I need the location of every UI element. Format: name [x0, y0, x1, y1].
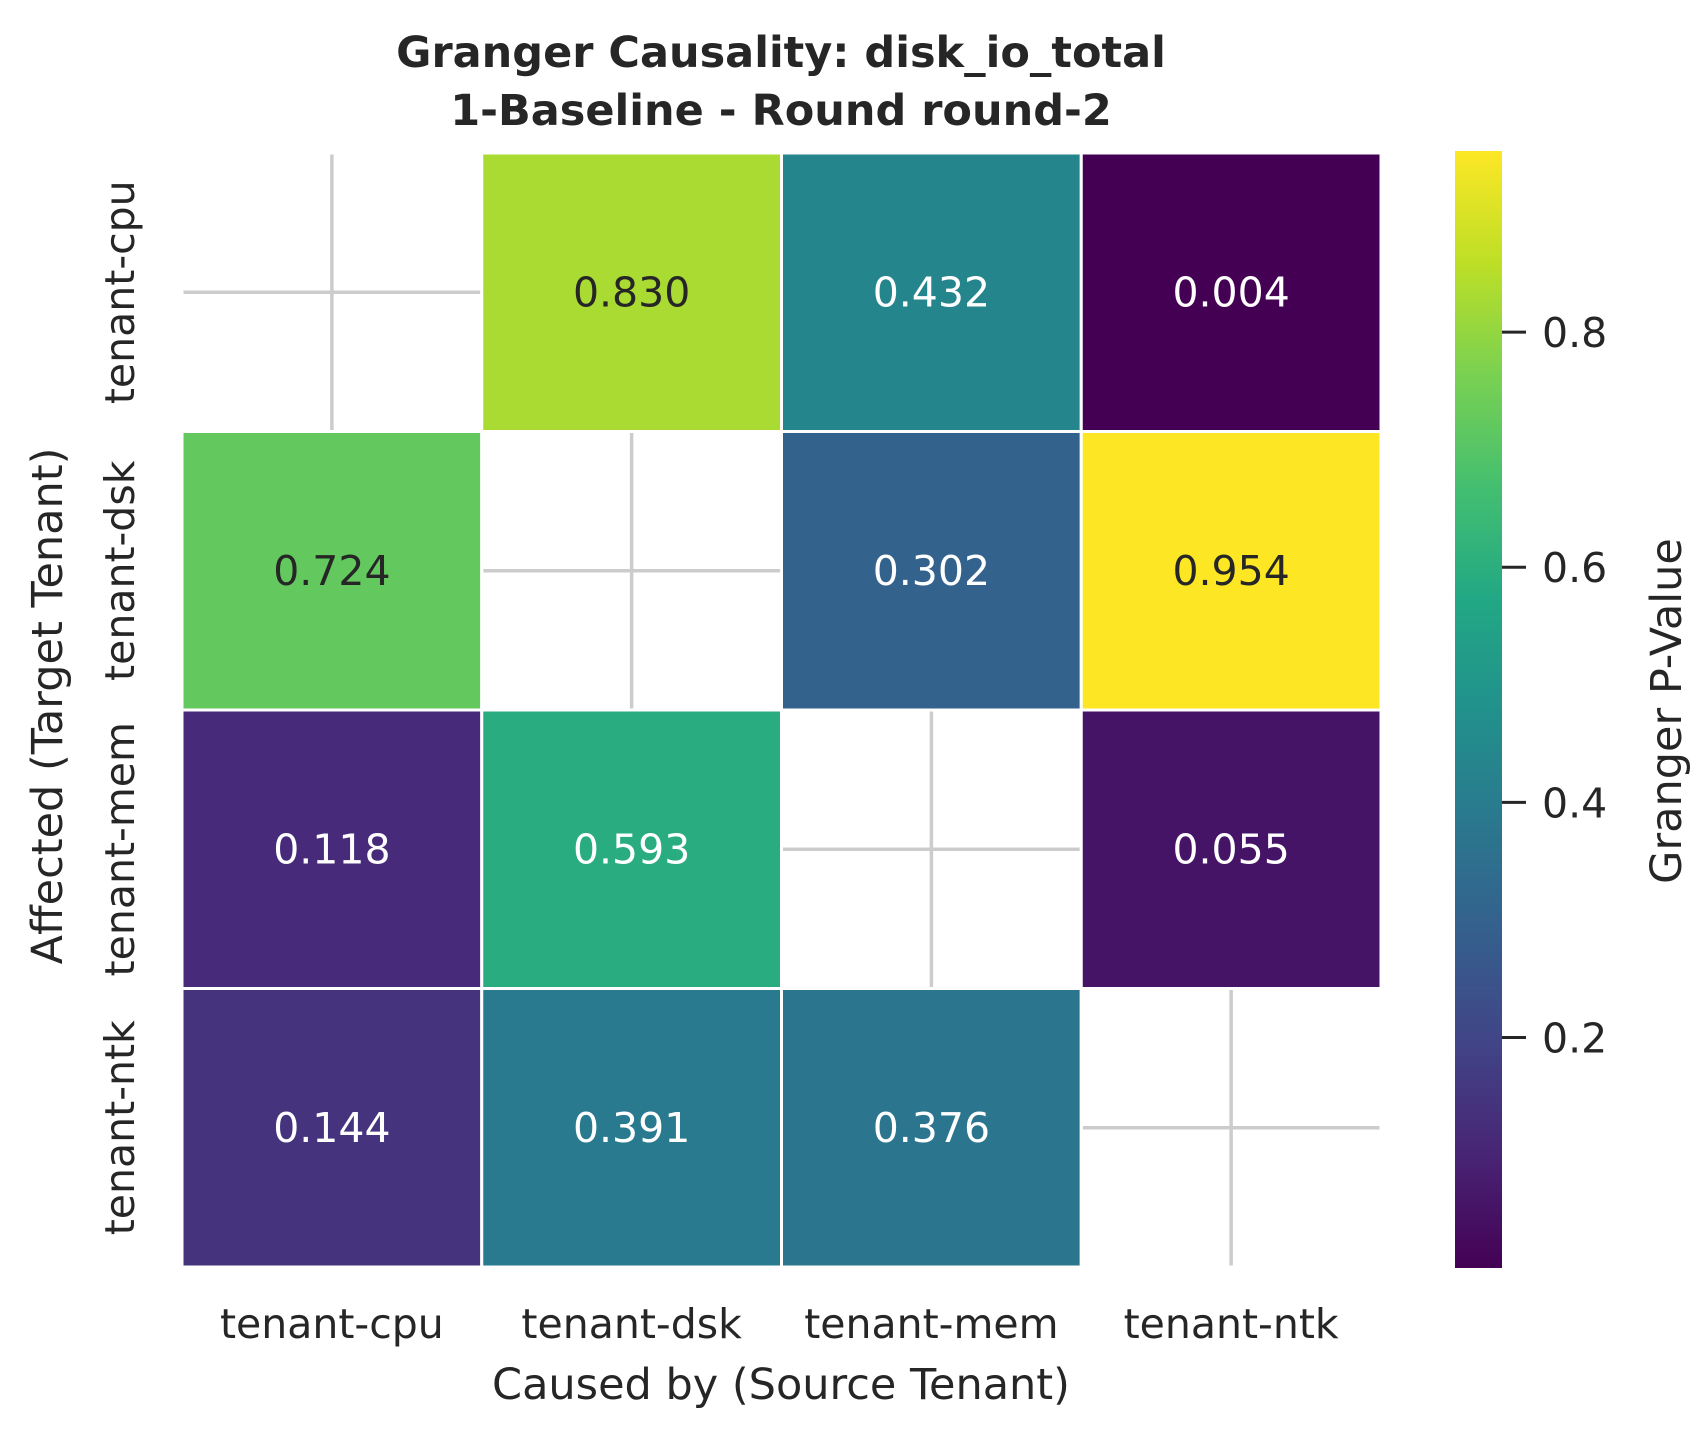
cell-value-label: 0.302	[873, 547, 990, 595]
y-tick-label: tenant-ntk	[96, 1020, 144, 1235]
cell-value-label: 0.144	[273, 1104, 390, 1152]
colorbar: 0.2 0.4 0.6 0.8	[1455, 151, 1607, 1268]
colorbar-tick-label: 0.8	[1542, 309, 1607, 357]
y-tick-label: tenant-cpu	[96, 180, 144, 404]
y-axis-label: Affected (Target Tenant)	[23, 448, 73, 965]
x-axis-label: Caused by (Source Tenant)	[492, 1360, 1070, 1410]
colorbar-tick-label: 0.4	[1542, 779, 1607, 827]
heatmap-cell	[480, 987, 783, 1269]
heatmap-cell	[480, 708, 783, 990]
colorbar-label: Granger P-Value	[1642, 538, 1692, 884]
colorbar-tick-label: 0.6	[1542, 544, 1607, 592]
cell-value-label: 0.593	[573, 825, 690, 873]
heatmap-cell	[780, 151, 1083, 433]
x-tick-label: tenant-ntk	[1124, 1300, 1339, 1348]
cell-value-label: 0.376	[873, 1104, 990, 1152]
colorbar-gradient	[1455, 151, 1502, 1268]
cell-value-label: 0.004	[1172, 268, 1289, 316]
y-tick-label: tenant-dsk	[96, 460, 144, 681]
cell-value-labels: 0.830 0.432 0.004 0.724 0.302 0.954 0.118 0.593…	[273, 268, 1290, 1152]
heatmap-cell	[1079, 708, 1383, 990]
cell-value-label: 0.055	[1172, 825, 1289, 873]
chart-title: Granger Causality: disk_io_total	[396, 28, 1166, 78]
x-tick-labels: tenant-cpu tenant-dsk tenant-mem tenant-ntk	[220, 1300, 1339, 1348]
y-tick-label: tenant-mem	[96, 722, 144, 976]
cell-value-label: 0.954	[1172, 547, 1289, 595]
chart-subtitle: 1-Baseline - Round round-2	[450, 86, 1112, 136]
heatmap-cell	[180, 987, 484, 1269]
heatmap-cell	[1079, 430, 1383, 712]
heatmap-cell	[780, 430, 1083, 712]
heatmap-cells	[180, 151, 1383, 1269]
heatmap-cell-empty	[1079, 987, 1383, 1269]
colorbar-tick-label: 0.2	[1542, 1015, 1607, 1063]
cell-value-label: 0.118	[273, 825, 390, 873]
y-tick-labels: tenant-cpu tenant-dsk tenant-mem tenant-ntk	[96, 180, 144, 1235]
heatmap-cell	[1079, 151, 1383, 433]
x-tick-label: tenant-mem	[804, 1300, 1058, 1348]
x-tick-label: tenant-dsk	[521, 1300, 742, 1348]
heatmap-cell	[180, 708, 484, 990]
cell-value-label: 0.724	[273, 547, 390, 595]
cell-value-label: 0.391	[573, 1104, 690, 1152]
heatmap-cell	[780, 987, 1083, 1269]
heatmap-cell	[480, 151, 783, 433]
x-tick-label: tenant-cpu	[220, 1300, 444, 1348]
cell-value-label: 0.830	[573, 268, 690, 316]
cell-value-label: 0.432	[873, 268, 990, 316]
